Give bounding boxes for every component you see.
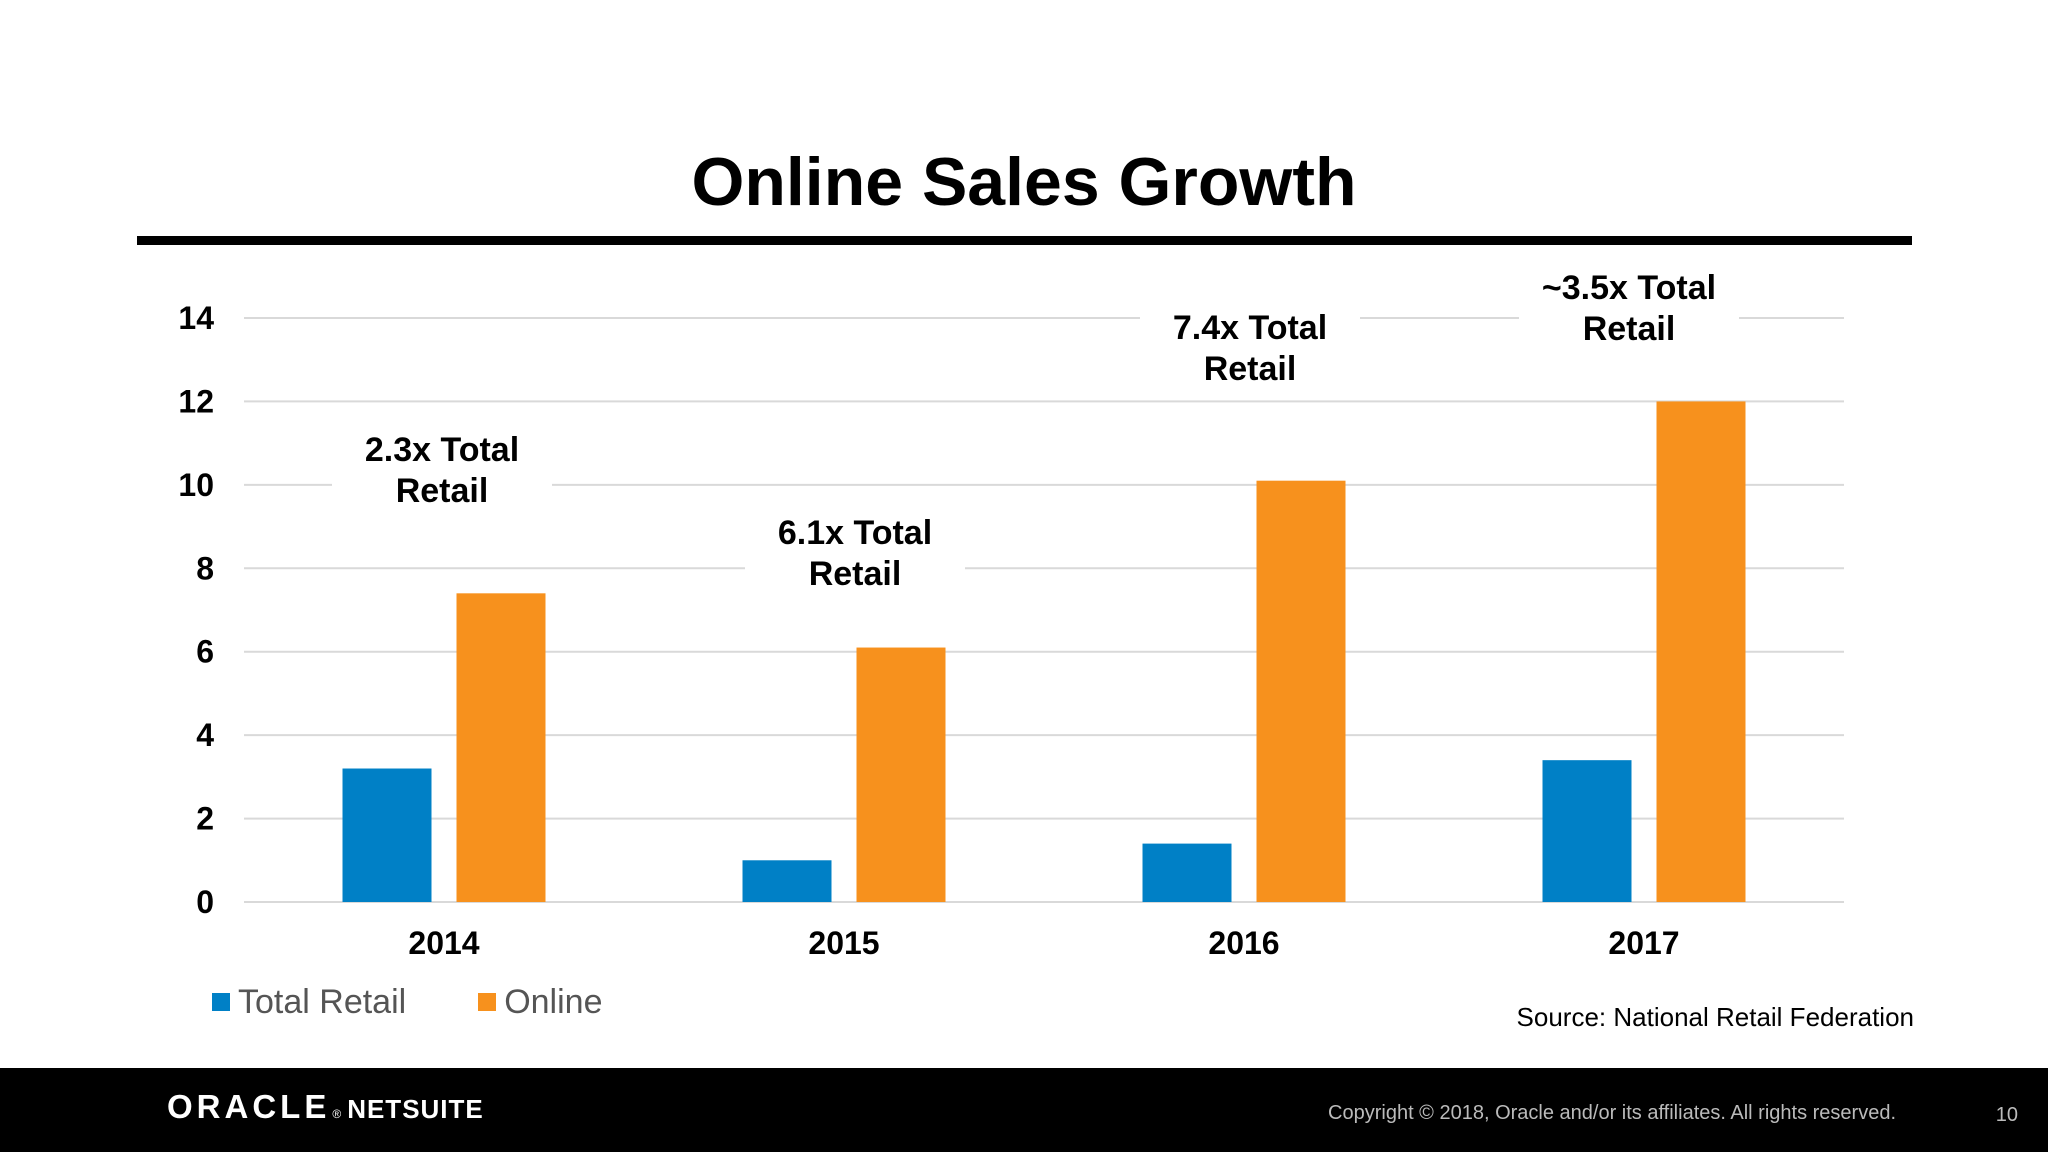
slide-title: Online Sales Growth: [691, 144, 1357, 220]
annotation-label: ~3.5x Total: [1542, 269, 1716, 307]
y-tick-label: 14: [178, 300, 214, 336]
legend-item-total-retail: Total Retail: [212, 983, 406, 1022]
page-number: 10: [1995, 1104, 2018, 1126]
y-axis-ticks: 0 2 4 6 8 10 12 14: [178, 300, 214, 920]
y-tick-label: 8: [196, 550, 214, 586]
oracle-netsuite-logo: ORACLE ® NETSUITE: [167, 1088, 484, 1126]
annotation-label: Retail: [396, 472, 489, 510]
legend-swatch-online: [478, 993, 497, 1011]
title-divider: [137, 236, 1912, 245]
legend-item-online: Online: [478, 983, 602, 1022]
logo-netsuite-text: NETSUITE: [347, 1094, 484, 1124]
bar-total-retail-2016: [1142, 843, 1232, 902]
bar-online-2014: [456, 593, 546, 902]
annotation-backdrop: [745, 504, 965, 594]
x-tick-label: 2014: [408, 925, 479, 961]
y-tick-label: 0: [196, 884, 214, 920]
logo-registered-mark: ®: [332, 1107, 342, 1121]
x-tick-label: 2017: [1608, 925, 1679, 961]
annotation-label: Retail: [809, 555, 902, 593]
y-tick-label: 10: [178, 467, 214, 503]
y-tick-label: 6: [196, 634, 214, 670]
x-tick-label: 2015: [808, 925, 879, 961]
legend: Total Retail Online: [212, 978, 674, 1026]
annotation-label: Retail: [1204, 350, 1297, 388]
y-tick-label: 12: [178, 383, 214, 419]
bar-online-2017: [1656, 401, 1746, 902]
legend-label-online: Online: [504, 982, 603, 1021]
bars: [342, 401, 1746, 902]
source-note: Source: National Retail Federation: [1516, 1002, 1914, 1032]
x-axis-ticks: 2014 2015 2016 2017: [408, 925, 1679, 961]
annotation-label: 7.4x Total: [1173, 309, 1327, 347]
legend-label-total-retail: Total Retail: [238, 982, 407, 1021]
annotation-backdrop: [1140, 299, 1360, 389]
annotation-label: 2.3x Total: [365, 431, 519, 469]
annotation-backdrop: [332, 421, 552, 511]
bar-total-retail-2017: [1542, 760, 1632, 902]
annotation-backdrop: [1519, 259, 1739, 349]
y-tick-label: 2: [196, 801, 214, 837]
bar-total-retail-2014: [342, 768, 432, 902]
annotation-label: Retail: [1583, 310, 1676, 348]
y-tick-label: 4: [196, 717, 214, 753]
bar-total-retail-2015: [742, 860, 832, 902]
legend-swatch-total-retail: [212, 993, 230, 1011]
bar-online-2016: [1256, 480, 1346, 902]
x-tick-label: 2016: [1208, 925, 1279, 961]
bar-online-2015: [856, 647, 946, 902]
logo-oracle-text: ORACLE: [167, 1088, 331, 1125]
copyright-text: Copyright © 2018, Oracle and/or its affi…: [1328, 1102, 1896, 1124]
annotation-label: 6.1x Total: [778, 514, 932, 552]
footer-bar: ORACLE ® NETSUITE Copyright © 2018, Orac…: [0, 1068, 2048, 1152]
